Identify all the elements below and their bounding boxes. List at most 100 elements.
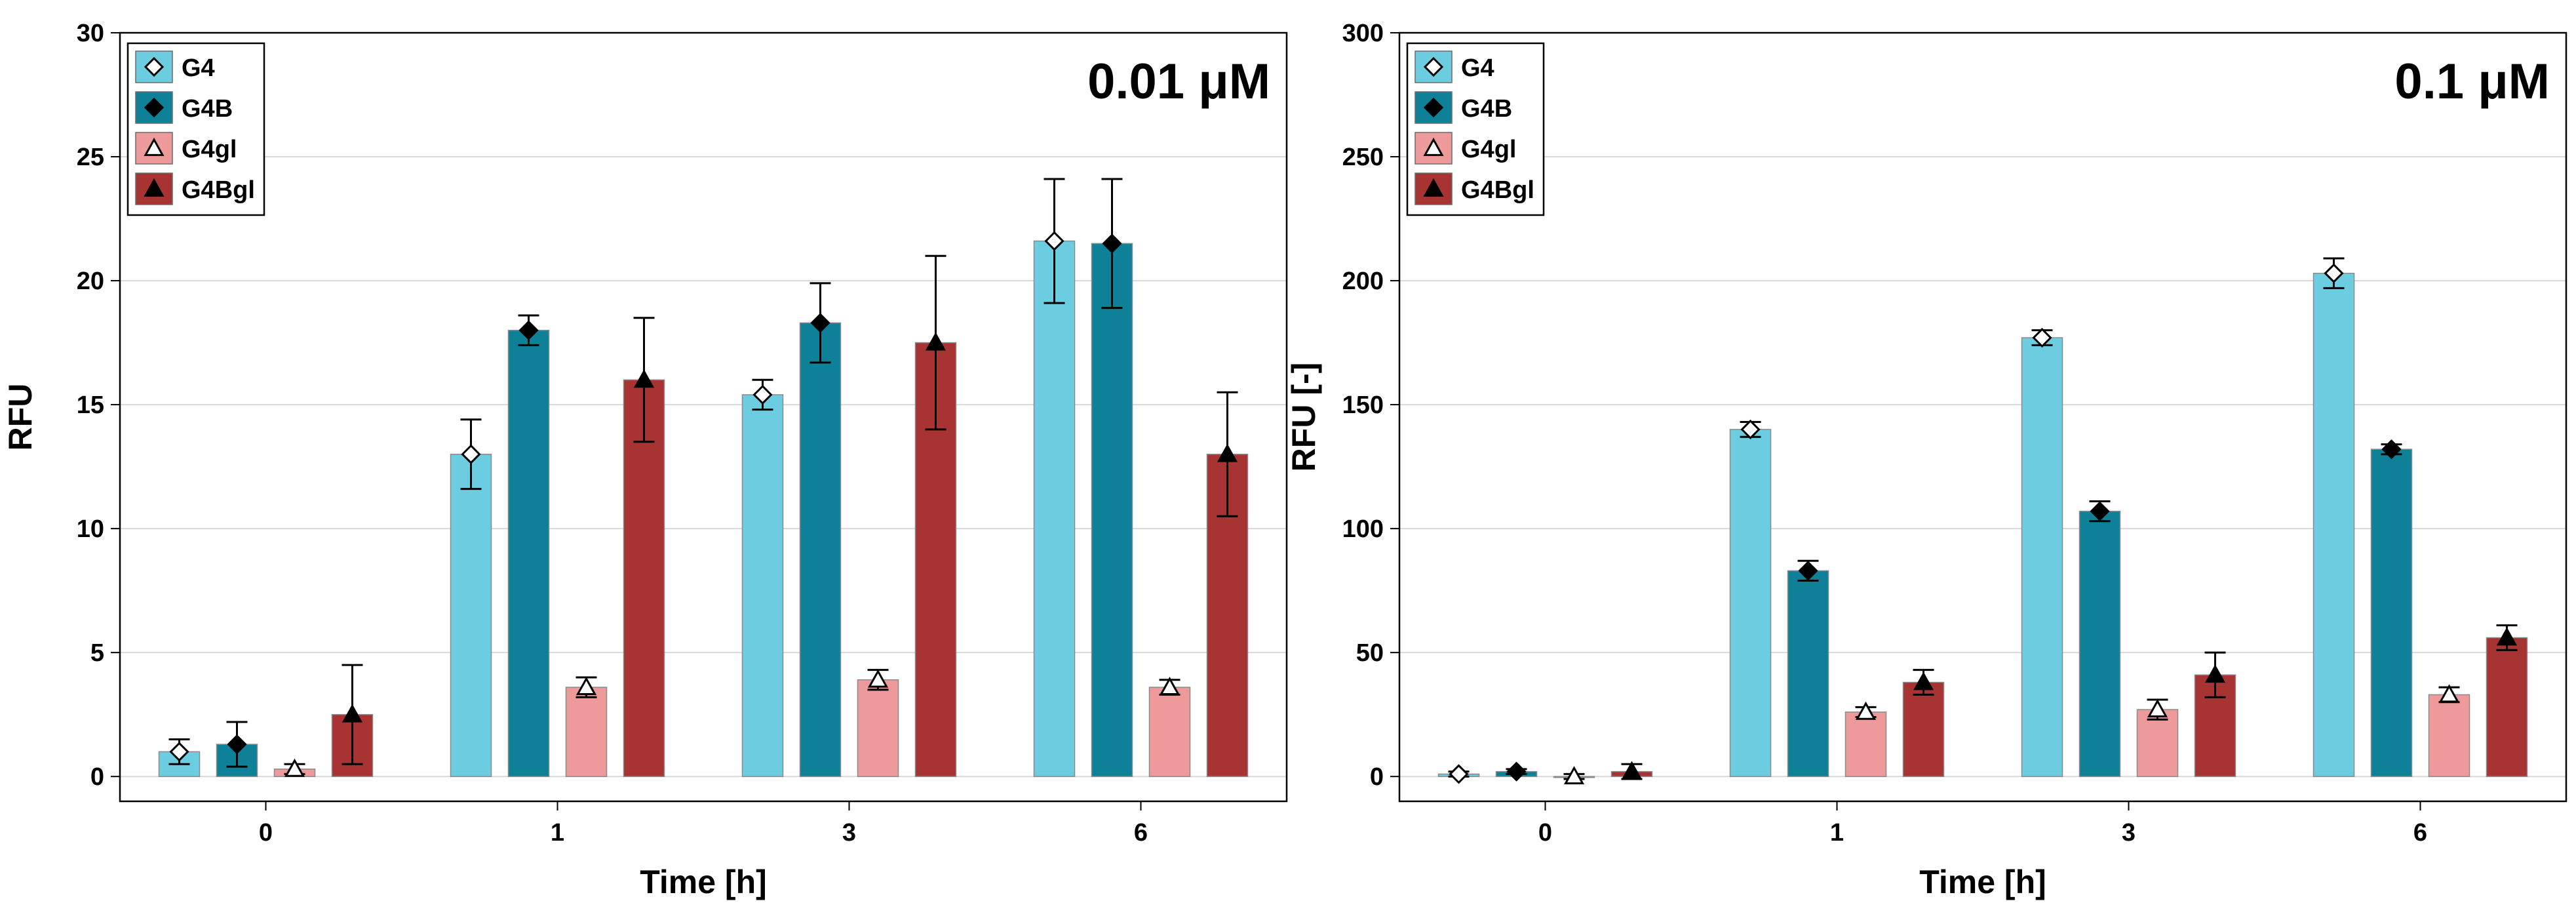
y-tick-label: 25 <box>77 144 104 171</box>
marker-G4-6 <box>1044 231 1064 251</box>
bar-G4-3 <box>741 394 784 777</box>
bar-G4Bgl-1 <box>623 379 665 777</box>
legend-marker-G4Bgl <box>1423 178 1444 197</box>
marker-G4-3 <box>2032 327 2052 348</box>
legend-marker-G4gl <box>144 137 165 156</box>
bar-G4B-6 <box>1091 243 1133 777</box>
bar-G4gl-3 <box>857 679 899 777</box>
legend-label-G4Bgl: G4Bgl <box>182 176 255 204</box>
y-tick-label: 50 <box>1356 639 1384 667</box>
chart-panel-2: 0 1 3 6 0 50 100 150 200 250 300 Time [h] RFU [-] 0.1… <box>1285 20 2567 900</box>
y-axis-label: RFU <box>2 384 39 451</box>
marker-G4gl-3 <box>867 669 889 688</box>
x-tick-label: 0 <box>259 819 273 847</box>
bar-G4B-1 <box>507 329 550 777</box>
bar-G4gl-3 <box>2136 709 2179 777</box>
marker-G4Bgl-3 <box>2204 664 2226 683</box>
legend-label-G4Bgl: G4Bgl <box>1461 176 1534 204</box>
legend-marker-G4 <box>144 56 165 77</box>
y-tick-label: 300 <box>1342 20 1384 47</box>
marker-G4B-6 <box>1102 233 1122 254</box>
marker-G4Bgl-0 <box>1621 761 1643 780</box>
legend-marker-G4 <box>1423 56 1444 77</box>
marker-G4Bgl-0 <box>342 704 363 723</box>
bar-G4gl-1 <box>1844 711 1887 777</box>
bar-G4B-3 <box>2078 510 2121 777</box>
marker-G4Bgl-1 <box>1913 671 1934 690</box>
bar-G4Bgl-1 <box>1902 681 1945 777</box>
bar-G4-6 <box>2313 272 2355 777</box>
y-tick-label: 15 <box>77 391 104 419</box>
bar-G4gl-1 <box>565 687 608 777</box>
legend-marker-G4gl <box>1423 137 1444 156</box>
bar-G4Bgl-6 <box>2486 637 2528 777</box>
marker-G4B-0 <box>227 734 247 755</box>
y-tick-label: 150 <box>1342 391 1384 419</box>
legend-label-G4gl: G4gl <box>1461 136 1516 163</box>
bar-G4B-3 <box>799 322 842 777</box>
marker-G4B-3 <box>2090 501 2110 521</box>
y-axis-label: RFU [-] <box>1285 363 1322 472</box>
y-tick-label: 10 <box>77 515 104 543</box>
y-tick-label: 250 <box>1342 144 1384 171</box>
x-tick-label: 3 <box>842 819 856 847</box>
marker-G4Bgl-3 <box>925 332 946 351</box>
marker-G4gl-1 <box>1855 701 1877 720</box>
y-tick-label: 200 <box>1342 268 1384 295</box>
x-tick-label: 6 <box>1134 819 1148 847</box>
y-tick-label: 100 <box>1342 515 1384 543</box>
marker-G4gl-1 <box>576 677 597 695</box>
legend: G4 G4B G4gl G4Bgl <box>1406 42 1545 216</box>
bar-G4-1 <box>1729 429 1772 777</box>
bar-G4B-1 <box>1787 570 1829 777</box>
marker-G4gl-0 <box>1563 766 1585 785</box>
legend-label-G4gl: G4gl <box>182 136 237 163</box>
legend-label-G4: G4 <box>1461 54 1494 82</box>
x-tick-label: 6 <box>2413 819 2427 847</box>
marker-G4gl-0 <box>284 758 305 777</box>
marker-G4B-1 <box>518 320 539 340</box>
legend-label-G4B: G4B <box>1461 95 1512 123</box>
legend-marker-G4B <box>1423 97 1444 118</box>
legend-marker-G4Bgl <box>144 178 165 197</box>
x-tick-label: 1 <box>1830 819 1844 847</box>
x-axis-label: Time [h] <box>640 864 767 900</box>
marker-G4Bgl-6 <box>1217 443 1238 462</box>
marker-G4gl-6 <box>1159 677 1181 695</box>
y-tick-label: 20 <box>77 268 104 295</box>
bar-G4gl-6 <box>2428 694 2470 777</box>
marker-G4-1 <box>461 444 481 464</box>
x-tick-label: 3 <box>2122 819 2136 847</box>
concentration-label: 0.01 μM <box>1087 54 1270 110</box>
marker-G4gl-6 <box>2438 684 2460 703</box>
bar-G4-1 <box>450 453 492 777</box>
y-tick-label: 5 <box>90 639 104 667</box>
marker-G4gl-3 <box>2147 699 2168 718</box>
marker-G4-0 <box>169 742 189 762</box>
bar-G4-3 <box>2021 337 2063 777</box>
bar-G4-6 <box>1033 240 1076 777</box>
marker-G4-0 <box>1449 764 1469 784</box>
plot-frame <box>1398 31 2567 803</box>
y-tick-label: 0 <box>90 763 104 791</box>
marker-G4-1 <box>1740 419 1761 440</box>
marker-G4B-3 <box>810 313 830 333</box>
bar-G4B-6 <box>2370 449 2413 777</box>
marker-G4B-1 <box>1798 561 1818 581</box>
concentration-label: 0.1 μM <box>2394 54 2550 110</box>
y-tick-label: 30 <box>77 20 104 47</box>
x-axis-label: Time [h] <box>1919 864 2046 900</box>
marker-G4Bgl-6 <box>2496 627 2518 646</box>
y-tick-label: 0 <box>1370 763 1384 791</box>
bar-G4gl-6 <box>1148 687 1191 777</box>
marker-G4-3 <box>752 384 773 405</box>
x-tick-label: 1 <box>551 819 564 847</box>
legend-marker-G4B <box>144 97 165 118</box>
marker-G4B-6 <box>2381 439 2402 460</box>
marker-G4-6 <box>2324 263 2344 283</box>
legend-label-G4: G4 <box>182 54 215 82</box>
marker-G4Bgl-1 <box>633 369 655 388</box>
